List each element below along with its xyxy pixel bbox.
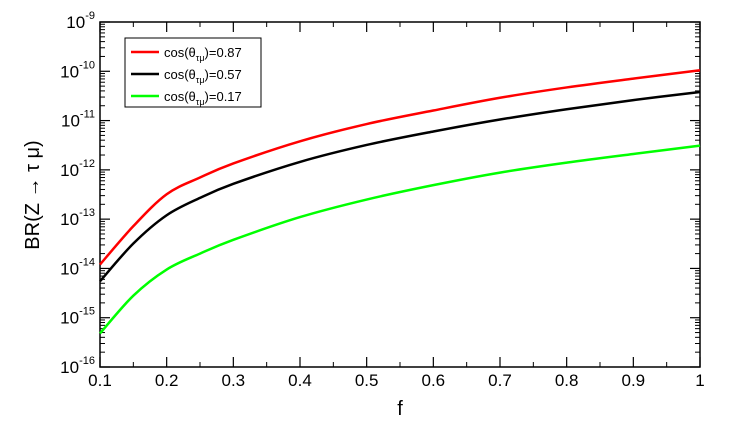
x-tick-labels: 0.1 0.2 0.3 0.4 0.5 0.6 0.7 0.8 0.9 1 [88,371,705,390]
x-tick-label: 0.4 [288,371,312,390]
x-tick-label: 0.3 [222,371,246,390]
y-axis-title: BR(Z → τ μ) [22,140,44,249]
series-line-0-57 [99,90,701,283]
x-tick-label: 0.1 [88,371,112,390]
y-tick-label: 10-15 [60,306,95,328]
x-tick-label: 0.8 [555,371,579,390]
x-axis-title: f [397,398,403,420]
series-line-0-17 [99,144,701,335]
y-tick-labels: 10-16 10-15 10-14 10-13 10-12 10-11 10-10 10-9 [60,10,95,377]
y-tick-label: 10-9 [66,10,95,32]
legend-label: cos(θτμ)=0.17 [164,89,242,107]
y-tick-label: 10-14 [60,256,95,278]
legend-label: cos(θτμ)=0.87 [164,45,242,63]
x-tick-label: 0.2 [155,371,179,390]
legend: cos(θτμ)=0.87 cos(θτμ)=0.57 cos(θτμ)=0.17 [124,37,262,108]
y-tick-label: 10-16 [60,355,95,377]
x-tick-label: 0.9 [622,371,646,390]
y-tick-label: 10-13 [60,207,95,229]
y-tick-label: 10-11 [61,109,95,131]
series-lines [99,68,701,335]
x-tick-label: 0.6 [422,371,446,390]
x-tick-label: 1 [695,371,704,390]
legend-label: cos(θτμ)=0.57 [164,67,242,85]
series-line-0-87 [99,68,701,266]
x-tick-label: 0.5 [355,371,379,390]
x-tick-label: 0.7 [488,371,512,390]
y-tick-label: 10-10 [60,59,95,81]
y-tick-label: 10-12 [60,158,95,180]
